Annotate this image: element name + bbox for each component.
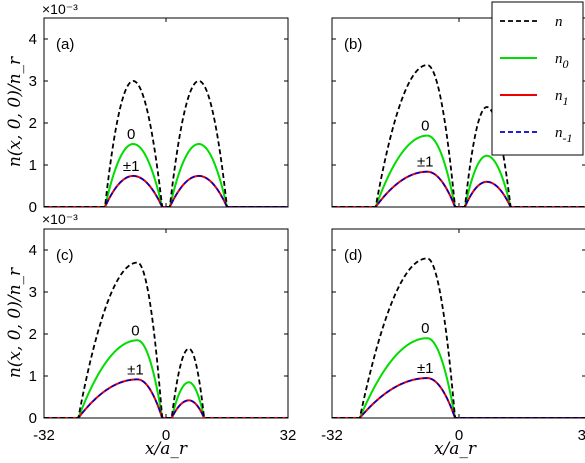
x-tick-label: 0	[455, 427, 463, 444]
legend-label: n	[555, 14, 563, 30]
series-n0-line	[44, 339, 288, 418]
annotation-zero: 0	[421, 320, 429, 337]
series-n1-line	[44, 174, 288, 207]
series-n-line	[332, 257, 585, 418]
x-tick-label: -32	[33, 427, 55, 444]
y-tick-label: 1	[29, 157, 37, 174]
y-tick-label: 2	[29, 115, 37, 132]
series-n1-line	[332, 170, 585, 207]
y-tick-label: 3	[29, 73, 37, 90]
series-nm1-line	[44, 378, 288, 418]
legend-subscript: 0	[563, 57, 569, 71]
panel-3: -32 0 32 (d) 0 ±1	[321, 228, 585, 444]
legend-subscript: -1	[563, 131, 573, 145]
annotation-zero: 0	[127, 126, 135, 143]
annotation-pm1: ±1	[123, 158, 140, 175]
panel-0: 0 1 2 3 4 (a) 0 ±1	[29, 17, 289, 216]
x-axis-label-right: x/a_r	[434, 439, 477, 459]
y-tick-label: 3	[29, 284, 37, 301]
annotation-pm1: ±1	[417, 154, 434, 171]
x-tick-label: 32	[280, 427, 297, 444]
series-nm1-line	[332, 170, 585, 207]
annotation-zero: 0	[131, 322, 139, 339]
y-axis-label-top: n(x, 0, 0)/n_r	[5, 56, 25, 167]
y-exponent-top: ×10⁻³	[42, 1, 78, 17]
axes-box	[43, 228, 289, 419]
legend-subscript: 1	[563, 94, 569, 108]
panel-label: (a)	[56, 36, 74, 53]
annotation-zero: 0	[421, 118, 429, 135]
legend-box	[491, 1, 584, 156]
annotation-pm1: ±1	[417, 360, 434, 377]
x-tick-label: 0	[162, 427, 170, 444]
curves	[44, 80, 288, 207]
y-tick-label: 0	[29, 199, 37, 216]
y-exponent-bottom: ×10⁻³	[42, 211, 78, 227]
annotation-pm1: ±1	[127, 361, 144, 378]
series-n-line	[44, 261, 288, 418]
y-axis-label-bottom: n(x, 0, 0)/n_r	[5, 267, 25, 378]
x-tick-label: -32	[321, 427, 343, 444]
y-tick-label: 2	[29, 326, 37, 343]
y-tick-label: 4	[29, 242, 37, 259]
panel-1: (b) 0 ±1	[331, 17, 585, 208]
axes-box	[331, 228, 585, 419]
series-n0-line	[332, 337, 585, 418]
curves	[332, 257, 585, 418]
curves	[44, 261, 288, 418]
series-n0-line	[44, 142, 288, 207]
panel-label: (b)	[344, 36, 362, 53]
y-tick-label: 4	[29, 31, 37, 48]
series-nm1-line	[332, 377, 585, 418]
y-tick-label: 0	[29, 410, 37, 427]
series-nm1-line	[44, 175, 288, 207]
series-n1-line	[332, 377, 585, 418]
axes-box	[43, 17, 289, 208]
x-axis-label-left: x/a_r	[145, 439, 188, 459]
panel-label: (d)	[344, 247, 362, 264]
series-n-line	[44, 80, 288, 207]
x-tick-label: 32	[578, 427, 585, 444]
legend-item: n	[500, 14, 563, 30]
panel-label: (c)	[56, 247, 74, 264]
y-tick-label: 1	[29, 368, 37, 385]
